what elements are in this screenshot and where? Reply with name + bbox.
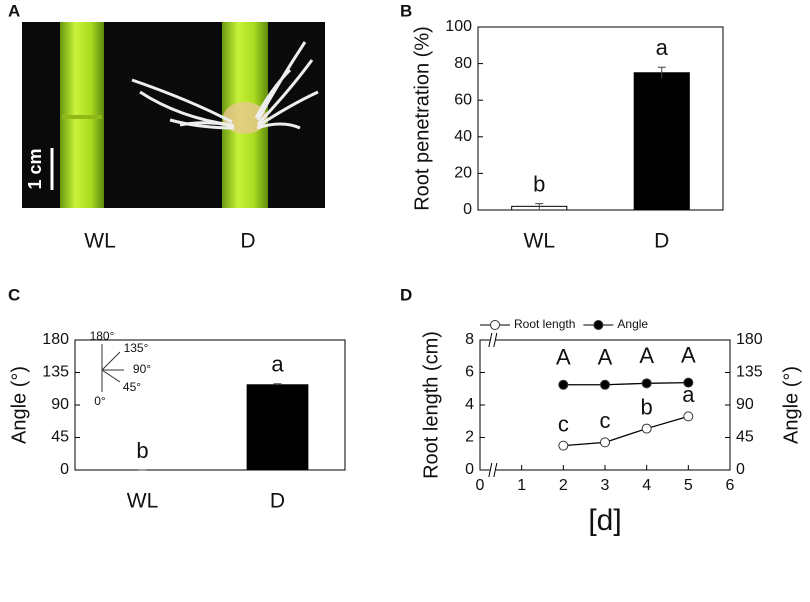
point: [641, 378, 652, 389]
point: [600, 437, 610, 448]
x-tick-label: 3: [601, 477, 610, 494]
y-tick-label: 90: [736, 396, 754, 413]
annotation: c: [558, 411, 569, 436]
y-tick-label: 135: [736, 364, 763, 381]
bar: [246, 384, 309, 471]
plot-frame: [477, 26, 724, 211]
inset-arrow: [101, 369, 121, 383]
x-tick-label: 0: [476, 477, 485, 494]
y-tick-label: 60: [454, 91, 472, 108]
legend-marker: [593, 320, 604, 330]
y-tick-label: 0: [463, 201, 472, 218]
inset-label: 180°: [90, 329, 115, 343]
y2-axis-label: Angle (°): [780, 366, 802, 444]
legend-label: Angle: [617, 317, 648, 331]
inset-label: 135°: [124, 341, 149, 355]
panel-label: B: [400, 1, 412, 20]
roots: [131, 41, 319, 130]
y-tick-label: 180: [736, 331, 763, 348]
y-tick-label: 2: [465, 429, 474, 446]
y-axis-label: Root penetration (%): [411, 26, 433, 211]
point: [600, 379, 610, 390]
panel-label: A: [8, 1, 20, 20]
x-tick-label: D: [270, 490, 285, 513]
y-tick-label: 45: [736, 429, 754, 446]
x-tick-label: 6: [726, 477, 735, 494]
y-tick-label: 0: [60, 461, 69, 478]
annotation: b: [641, 394, 653, 419]
panel-label: D: [400, 285, 412, 304]
annotation: b: [533, 171, 545, 196]
annotation: A: [556, 345, 571, 370]
x-axis-label: [d]: [588, 504, 621, 537]
legend-label: Root length: [514, 317, 575, 331]
inset-arrow: [101, 351, 121, 371]
x-tick-label: D: [654, 230, 669, 253]
series-line: [563, 381, 689, 386]
y-tick-label: 8: [465, 331, 474, 348]
y-tick-label: 100: [445, 18, 472, 35]
photo-caption: WL: [84, 230, 116, 253]
bar: [633, 72, 690, 211]
panel-label: C: [8, 285, 20, 304]
inset-label: 90°: [133, 362, 151, 376]
point: [641, 423, 652, 434]
annotation: A: [639, 343, 654, 368]
y-tick-label: 180: [42, 331, 69, 348]
photo-panel: A 1 cm WL D: [8, 1, 325, 253]
y-tick-label: 6: [465, 364, 474, 381]
x-tick-label: 4: [642, 477, 651, 494]
point: [683, 411, 694, 422]
error-bar: [535, 203, 544, 210]
annotation: c: [600, 408, 611, 433]
y-tick-label: 40: [454, 128, 472, 145]
x-tick-label: 5: [684, 477, 693, 494]
annotation: a: [271, 352, 284, 377]
y-tick-label: 0: [465, 461, 474, 478]
legend-marker: [490, 320, 500, 330]
axis-break: [488, 332, 498, 348]
x-tick-label: 2: [559, 477, 568, 494]
axis-break: [489, 333, 496, 347]
axis-break: [489, 463, 496, 477]
point: [683, 377, 694, 388]
y-tick-label: 20: [454, 165, 472, 182]
annotation: a: [682, 382, 695, 407]
x-tick-label: WL: [127, 490, 159, 513]
y-tick-label: 0: [736, 461, 745, 478]
y-tick-label: 90: [51, 396, 69, 413]
y-tick-label: 135: [42, 364, 69, 381]
annotation: A: [681, 342, 696, 367]
point: [558, 379, 569, 390]
scale-label: 1 cm: [25, 148, 45, 189]
y-axis-label: Angle (°): [8, 366, 30, 444]
wl-node: [62, 115, 102, 119]
annotation: b: [136, 438, 148, 463]
y-tick-label: 45: [51, 429, 69, 446]
annotation: a: [656, 35, 669, 60]
y-axis-label: Root length (cm): [420, 331, 442, 479]
error-bar: [657, 66, 666, 79]
y-tick-label: 80: [454, 55, 472, 72]
error-bar: [273, 383, 282, 386]
inset-label: 0°: [94, 394, 106, 408]
x-tick-label: 1: [517, 477, 526, 494]
axis-break: [488, 462, 498, 478]
photo-caption: D: [240, 230, 255, 253]
x-tick-label: WL: [524, 230, 556, 253]
inset-label: 45°: [123, 380, 141, 394]
annotation: A: [598, 345, 613, 370]
y-tick-label: 4: [465, 396, 474, 413]
point: [558, 440, 569, 451]
series-line: [563, 415, 689, 447]
